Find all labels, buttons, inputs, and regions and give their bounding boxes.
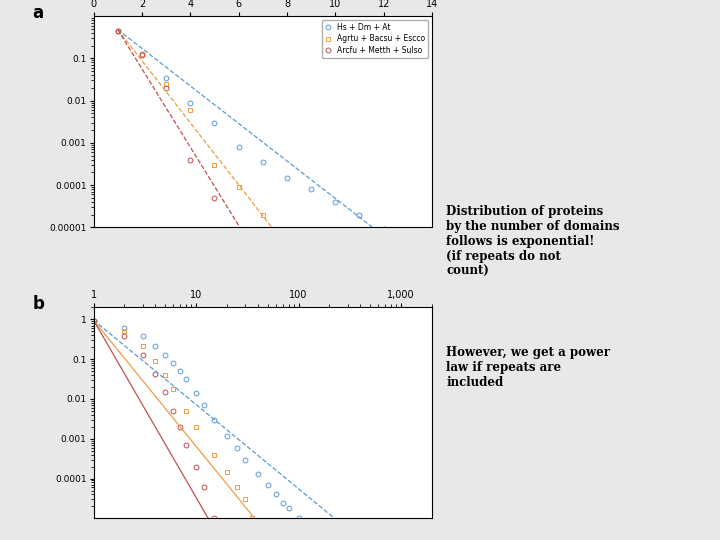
Text: However, we get a power
law if repeats are
included: However, we get a power law if repeats a… bbox=[446, 346, 611, 389]
Text: a: a bbox=[32, 4, 44, 22]
Text: b: b bbox=[32, 295, 45, 313]
Text: Distribution of proteins
by the number of domains
follows is exponential!
(if re: Distribution of proteins by the number o… bbox=[446, 205, 620, 278]
Legend: Hs + Dm + At, Agrtu + Bacsu + Escco, Arcfu + Metth + Sulso: Hs + Dm + At, Agrtu + Bacsu + Escco, Arc… bbox=[322, 20, 428, 58]
